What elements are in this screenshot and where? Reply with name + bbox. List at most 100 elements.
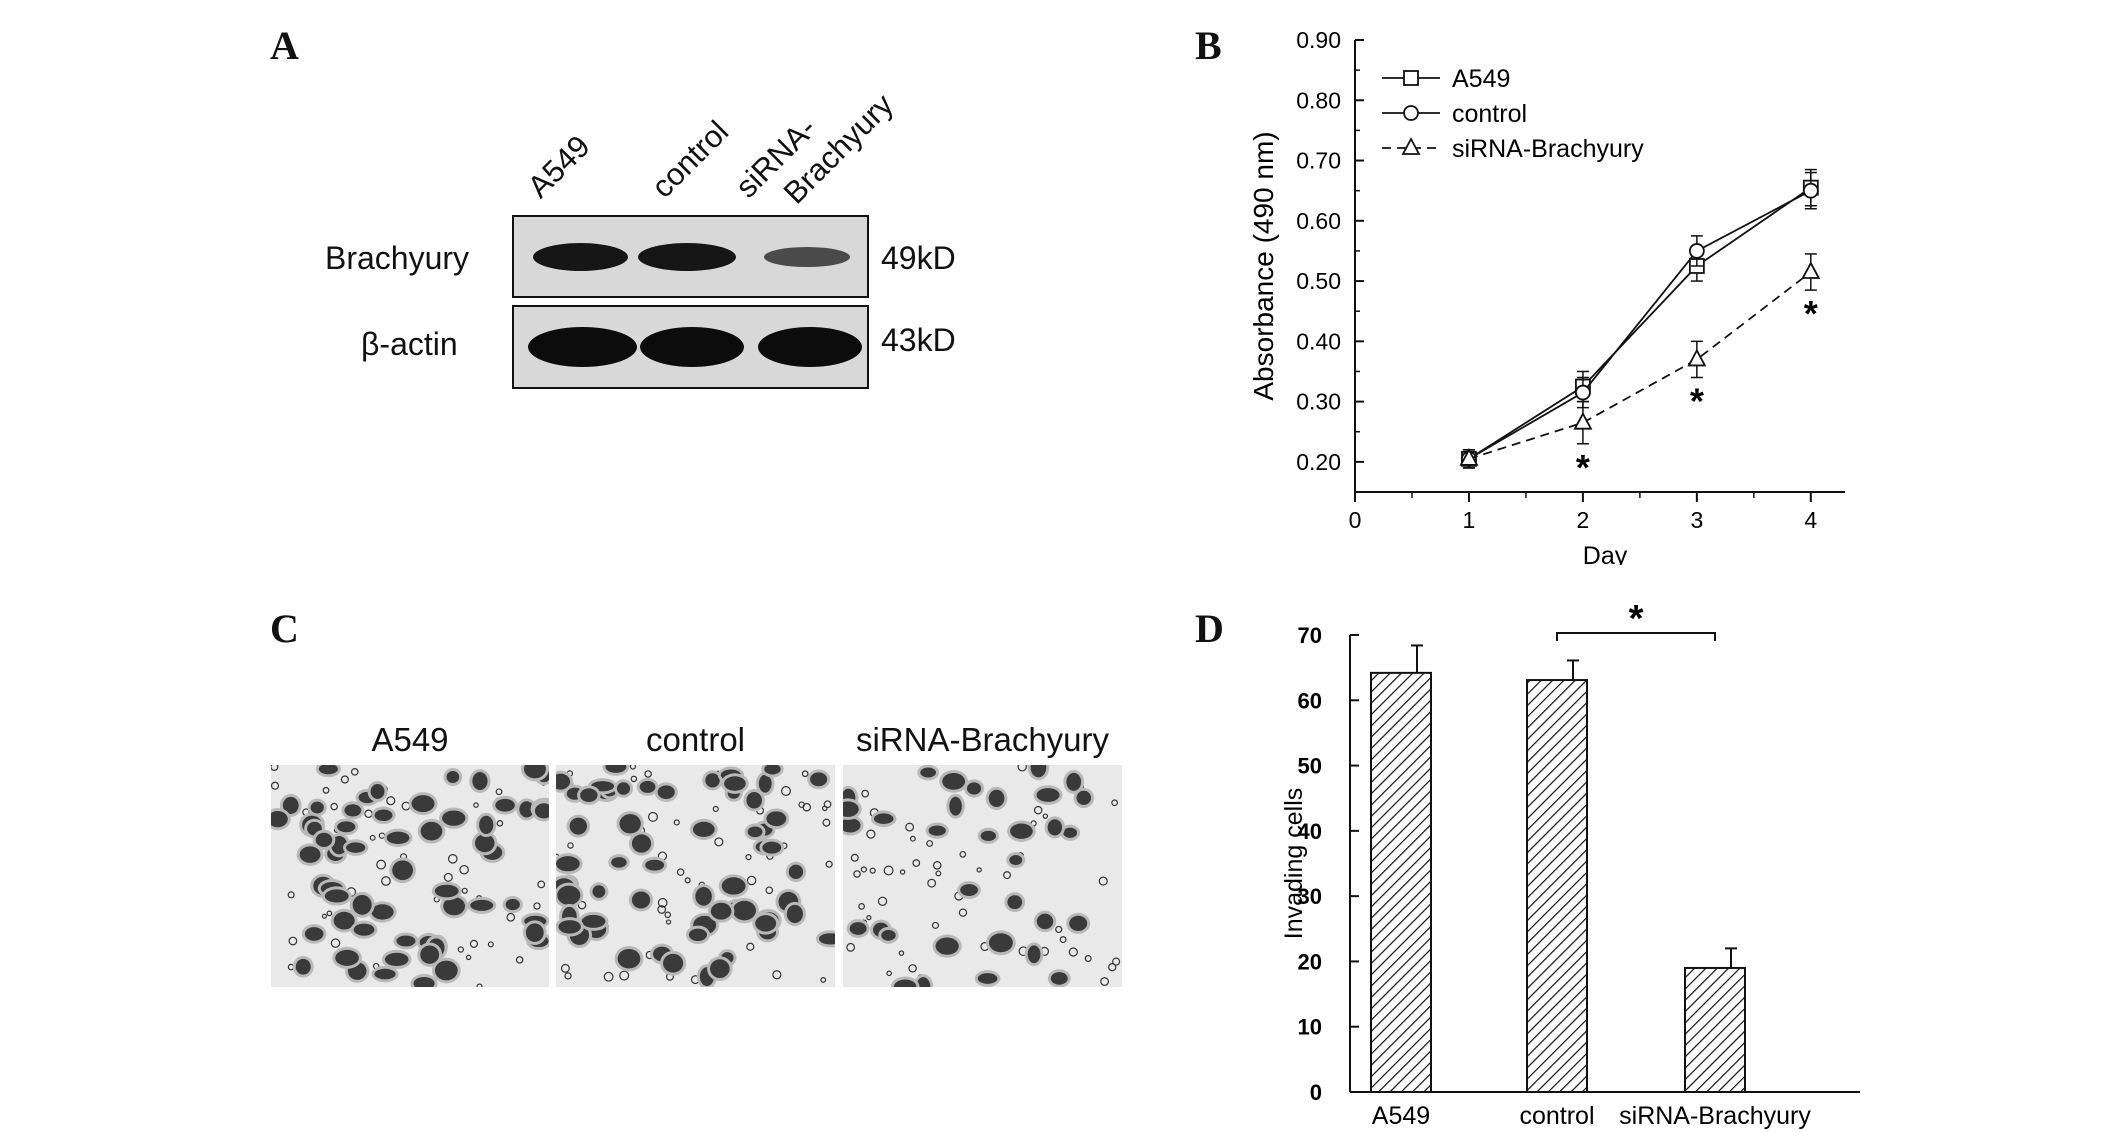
- size-label-49kd: 49kD: [881, 240, 956, 276]
- invaded-cell: [315, 832, 333, 847]
- series-circle: [1461, 171, 1819, 469]
- membrane-pore: [869, 867, 876, 874]
- membrane-pore: [1059, 936, 1067, 944]
- legend-label: siRNA-Brachyury: [1452, 135, 1644, 163]
- membrane-pore: [861, 789, 870, 798]
- x-tick-label: 4: [1804, 507, 1817, 533]
- membrane-pore: [629, 765, 637, 770]
- membrane-pore: [664, 911, 672, 919]
- invaded-cell: [299, 846, 321, 863]
- y-tick-label: 0.70: [1296, 148, 1341, 174]
- row-label-beta-actin: β-actin: [361, 326, 458, 362]
- invaded-cell: [386, 831, 410, 845]
- invaded-cell: [873, 813, 894, 824]
- membrane-pore: [459, 864, 469, 875]
- invaded-cell: [928, 825, 946, 836]
- membrane-pore: [1100, 977, 1109, 986]
- membrane-pore: [860, 866, 867, 873]
- invaded-cell: [818, 933, 835, 945]
- invaded-cell: [580, 788, 598, 803]
- panel-a-letter: A: [270, 23, 299, 68]
- membrane-pore: [877, 896, 888, 906]
- membrane-pore: [850, 853, 859, 862]
- micrograph-control: [556, 765, 835, 987]
- series-line: [1468, 186, 1812, 460]
- invaded-cell: [470, 899, 494, 911]
- invaded-cell: [370, 784, 385, 799]
- invaded-cell: [434, 960, 458, 981]
- membrane-pore: [564, 972, 572, 980]
- membrane-pore: [905, 822, 915, 832]
- invaded-cell: [747, 826, 763, 838]
- invaded-cell: [1027, 945, 1041, 964]
- y-tick-label: 0.20: [1296, 449, 1341, 475]
- membrane-pore: [714, 837, 724, 847]
- invaded-cell: [788, 864, 804, 879]
- invaded-cell: [1050, 972, 1068, 985]
- membrane-pore: [912, 859, 921, 867]
- invaded-cell: [764, 765, 781, 775]
- invaded-cell: [766, 811, 787, 827]
- invaded-cell: [271, 811, 288, 828]
- membrane-pore: [665, 919, 672, 925]
- invaded-cell: [1036, 788, 1060, 802]
- panel-b-letter: B: [1195, 23, 1222, 68]
- invaded-cell: [374, 968, 396, 980]
- membrane-pore: [619, 970, 630, 981]
- invaded-cell: [556, 856, 580, 872]
- membrane-pore: [822, 818, 831, 827]
- invaded-cell: [1030, 765, 1047, 778]
- invaded-cell: [692, 821, 715, 837]
- membrane-pore: [781, 786, 791, 796]
- invaded-cell: [695, 887, 712, 906]
- y-tick-label: 0.30: [1296, 389, 1341, 415]
- invaded-cell: [519, 801, 534, 818]
- membrane-pore: [560, 963, 570, 973]
- membrane-pore: [1055, 925, 1063, 934]
- membrane-pore: [676, 868, 685, 876]
- band-brachyury-a549: [533, 243, 628, 271]
- invaded-cell: [843, 801, 859, 817]
- membrane-pore: [883, 865, 894, 876]
- invaded-cell: [346, 842, 366, 853]
- invaded-cell: [705, 773, 720, 788]
- membrane-pore: [801, 770, 809, 778]
- invaded-cell: [434, 884, 459, 898]
- invaded-cell: [631, 891, 651, 909]
- bar: [1684, 966, 1746, 1094]
- membrane-pore: [886, 970, 892, 977]
- membrane-pore: [350, 767, 359, 776]
- micrograph-sirna: [843, 765, 1122, 987]
- size-label-43kd: 43kD: [881, 322, 956, 358]
- membrane-pore: [909, 835, 916, 842]
- panel-c-letter: C: [270, 606, 299, 651]
- membrane-pore: [496, 820, 504, 827]
- membrane-pore: [932, 860, 942, 870]
- membrane-pore: [487, 941, 494, 948]
- y-tick-label: 0.50: [1296, 268, 1341, 294]
- invaded-cell: [353, 923, 375, 936]
- invaded-cell: [392, 860, 414, 881]
- invaded-cell: [1036, 913, 1054, 930]
- bar: [1370, 671, 1432, 1093]
- invaded-cell: [980, 830, 997, 842]
- invaded-cell: [472, 772, 488, 791]
- membrane-pore: [959, 850, 967, 858]
- invaded-cell: [639, 780, 656, 793]
- invaded-cell: [949, 796, 962, 816]
- membrane-pore: [926, 840, 934, 847]
- x-category-label: control: [1519, 1102, 1594, 1130]
- y-tick-label: 30: [1298, 884, 1322, 909]
- invaded-cell: [616, 782, 631, 795]
- invaded-cell: [371, 904, 394, 920]
- y-tick-label: 10: [1298, 1015, 1322, 1040]
- membrane-pore: [495, 788, 503, 796]
- invaded-cell: [592, 885, 606, 898]
- invaded-cell: [843, 818, 861, 833]
- membrane-pore: [330, 802, 338, 811]
- legend-marker: [1401, 137, 1421, 155]
- membrane-pore: [1017, 765, 1027, 772]
- y-tick-label: 0.80: [1296, 87, 1341, 113]
- invaded-cell: [337, 821, 356, 833]
- membrane-pore: [288, 936, 298, 946]
